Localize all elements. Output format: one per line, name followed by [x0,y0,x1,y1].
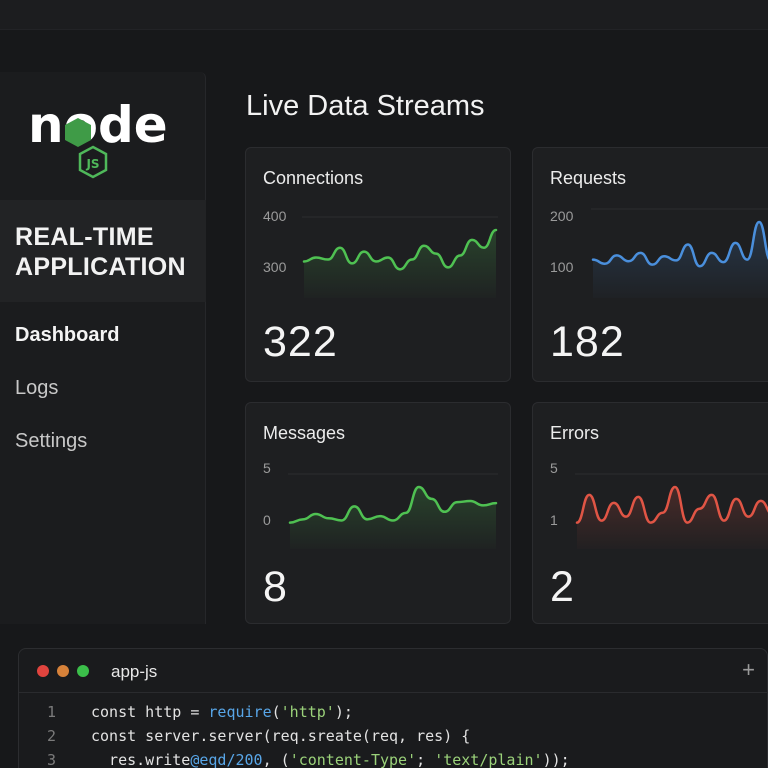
axis-label-top: 5 [550,460,558,476]
logo-js-badge: JS [85,157,99,171]
errors-chart [575,473,768,549]
app-name: REAL-TIME APPLICATION [15,223,186,281]
page-title: Live Data Streams [246,90,485,122]
code-line: 1 const http = require('http'); [19,703,768,727]
sidebar-item-settings[interactable]: Settings [15,430,88,452]
axis-label-bottom: 300 [263,259,287,275]
messages-chart [288,473,498,549]
add-tab-plus-icon[interactable]: + [742,657,755,682]
line-number: 2 [47,727,57,745]
js-hexagon-icon [78,145,108,179]
code-line: 3 res.write@eqd/200, ('content-Type'; 't… [19,751,768,768]
series-area [304,230,496,298]
card-title: Messages [263,423,346,443]
card-title: Requests [550,168,627,188]
card-value: 8 [263,563,288,611]
axis-label-top: 5 [263,460,271,476]
axis-label-bottom: 1 [550,512,558,528]
editor-tab-bar: app-js + [19,649,768,693]
line-number: 1 [47,703,57,721]
editor-tab-title[interactable]: app-js [111,662,158,681]
code-editor-panel: app-js + 1 const http = require('http'); 2… [18,648,768,768]
close-window-button[interactable] [37,665,49,677]
series-line [591,220,768,268]
card-value: 322 [263,318,338,366]
connections-chart [302,216,498,298]
sidebar: node JS REAL-TIME APPLICATION Dashboard … [0,72,206,624]
series-area [290,487,496,549]
connections-card: Connections 400 300 322 [245,147,511,382]
code-text[interactable]: res.write@eqd/200, ('content-Type'; 'tex… [91,751,570,768]
series-area [593,222,768,298]
series-area [577,487,768,549]
card-title: Errors [550,423,599,443]
code-text[interactable]: const http = require('http'); [91,703,353,721]
series-line [575,485,768,524]
app-name-box: REAL-TIME APPLICATION [0,200,206,302]
line-number: 3 [47,751,57,768]
hexagon-icon [65,118,91,147]
nodejs-logo: node JS [0,72,206,200]
maximize-window-button[interactable] [77,665,89,677]
messages-card: Messages 5 0 8 [245,402,511,624]
minimize-window-button[interactable] [57,665,69,677]
logo-text: node [28,96,168,154]
axis-label-top: 400 [263,208,287,224]
code-text[interactable]: const server.server(req.sreate(req, res)… [91,727,471,745]
series-line [302,228,498,271]
sidebar-item-dashboard[interactable]: Dashboard [15,324,120,346]
sidebar-item-logs[interactable]: Logs [15,377,59,399]
axis-label-bottom: 0 [263,512,271,528]
series-line [288,485,498,524]
requests-card: Requests 200 100 182 [532,147,768,382]
requests-chart [591,208,768,298]
top-bar [0,0,768,30]
code-line: 2 const server.server(req.sreate(req, res… [19,727,768,751]
card-value: 2 [550,563,575,611]
axis-label-top: 200 [550,208,574,224]
card-value: 182 [550,318,625,366]
axis-label-bottom: 100 [550,259,574,275]
errors-card: Errors 5 1 2 [532,402,768,624]
card-title: Connections [263,168,364,188]
